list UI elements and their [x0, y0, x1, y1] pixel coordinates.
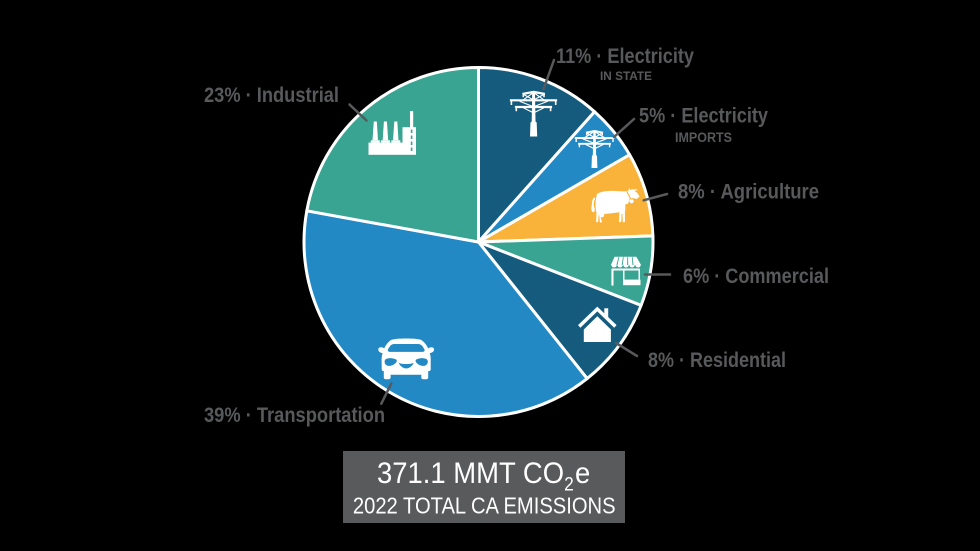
svg-text:IMPORTS: IMPORTS — [675, 130, 732, 145]
svg-text:2022 TOTAL CA EMISSIONS: 2022 TOTAL CA EMISSIONS — [353, 492, 616, 519]
svg-text:6% · Commercial: 6% · Commercial — [683, 265, 829, 288]
svg-text:e: e — [575, 457, 590, 490]
svg-text:IN STATE: IN STATE — [600, 71, 652, 83]
svg-text:23% · Industrial: 23% · Industrial — [204, 84, 339, 107]
svg-text:8% · Residential: 8% · Residential — [648, 349, 786, 372]
svg-text:371.1 MMT CO: 371.1 MMT CO — [377, 457, 564, 490]
svg-text:11% · Electricity: 11% · Electricity — [556, 45, 694, 68]
svg-text:8% · Agriculture: 8% · Agriculture — [678, 181, 819, 204]
svg-text:2: 2 — [564, 474, 574, 495]
svg-text:5% · Electricity: 5% · Electricity — [639, 105, 768, 128]
svg-text:39% · Transportation: 39% · Transportation — [204, 404, 385, 427]
